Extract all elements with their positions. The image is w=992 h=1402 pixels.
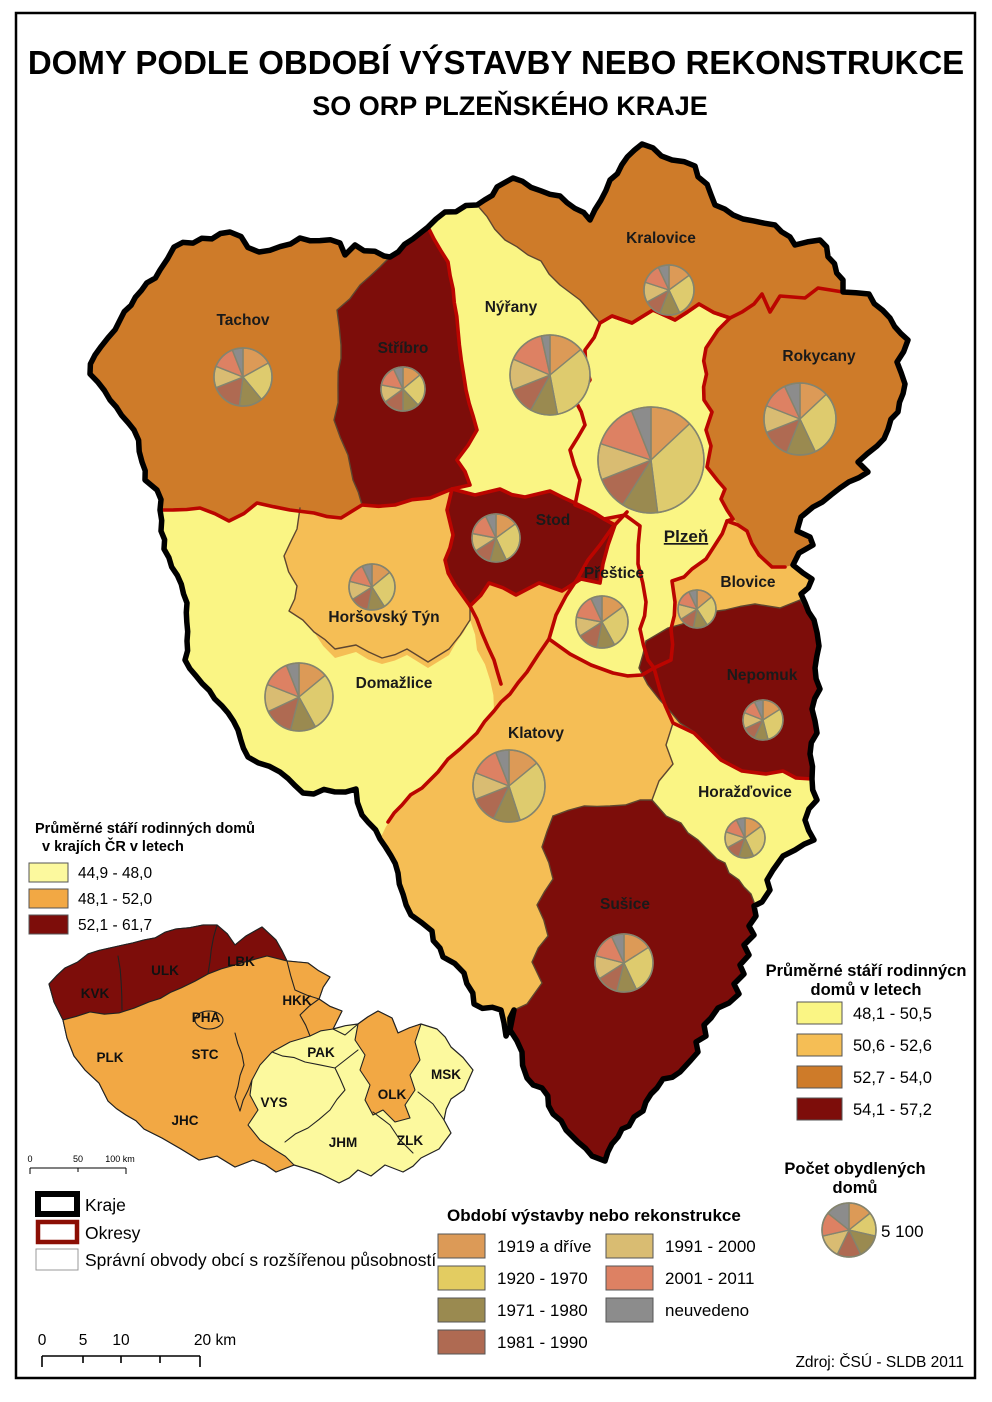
- svg-text:1971 - 1980: 1971 - 1980: [497, 1301, 588, 1320]
- svg-text:1981 - 1990: 1981 - 1990: [497, 1333, 588, 1352]
- svg-text:PLK: PLK: [97, 1050, 124, 1065]
- svg-text:10: 10: [112, 1332, 130, 1349]
- svg-text:50,6 - 52,6: 50,6 - 52,6: [853, 1037, 932, 1055]
- svg-text:Okresy: Okresy: [85, 1223, 141, 1243]
- svg-text:Kralovice: Kralovice: [626, 230, 696, 247]
- svg-text:Období výstavby nebo rekonstru: Období výstavby nebo rekonstrukce: [447, 1206, 741, 1225]
- svg-text:Sušice: Sušice: [600, 896, 650, 913]
- svg-text:Blovice: Blovice: [720, 574, 776, 591]
- svg-text:Horažďovice: Horažďovice: [698, 784, 792, 801]
- svg-text:LBK: LBK: [227, 954, 255, 969]
- svg-text:0: 0: [38, 1332, 47, 1349]
- svg-text:JHC: JHC: [171, 1113, 198, 1128]
- svg-text:VYS: VYS: [260, 1095, 287, 1110]
- svg-text:Stod: Stod: [536, 512, 570, 529]
- svg-text:Stříbro: Stříbro: [378, 340, 429, 357]
- svg-text:OLK: OLK: [378, 1087, 407, 1102]
- svg-text:1991 - 2000: 1991 - 2000: [665, 1237, 756, 1256]
- svg-text:HKK: HKK: [282, 993, 311, 1008]
- svg-text:Plzeň: Plzeň: [664, 527, 708, 546]
- svg-text:50: 50: [73, 1154, 83, 1164]
- svg-text:Rokycany: Rokycany: [782, 348, 856, 365]
- svg-text:52,7 - 54,0: 52,7 - 54,0: [853, 1069, 932, 1087]
- svg-text:Horšovský Týn: Horšovský Týn: [328, 609, 439, 626]
- svg-text:Průměrné stáří rodinných domů: Průměrné stáří rodinných domů: [35, 821, 255, 837]
- svg-text:Správní obvody obcí s rozšířen: Správní obvody obcí s rozšířenou působno…: [85, 1250, 436, 1270]
- svg-text:ZLK: ZLK: [397, 1133, 423, 1148]
- svg-text:2001 - 2011: 2001 - 2011: [665, 1269, 754, 1288]
- svg-text:Tachov: Tachov: [216, 312, 269, 329]
- svg-text:Nepomuk: Nepomuk: [727, 667, 798, 684]
- svg-text:Zdroj: ČSÚ - SLDB 2011: Zdroj: ČSÚ - SLDB 2011: [795, 1354, 964, 1371]
- svg-text:1919 a dříve: 1919 a dříve: [497, 1237, 592, 1256]
- svg-text:48,1 - 52,0: 48,1 - 52,0: [78, 891, 152, 908]
- svg-text:54,1 - 57,2: 54,1 - 57,2: [853, 1101, 932, 1119]
- svg-text:Přeštice: Přeštice: [584, 565, 645, 582]
- svg-text:MSK: MSK: [431, 1067, 461, 1082]
- svg-text:DOMY PODLE OBDOBÍ VÝSTAVBY NEB: DOMY PODLE OBDOBÍ VÝSTAVBY NEBO REKONSTR…: [28, 44, 964, 81]
- svg-text:SO ORP PLZEŇSKÉHO KRAJE: SO ORP PLZEŇSKÉHO KRAJE: [312, 90, 708, 121]
- svg-text:5: 5: [79, 1332, 88, 1349]
- svg-text:20 km: 20 km: [194, 1332, 236, 1349]
- svg-text:Počet obydlených: Počet obydlených: [784, 1160, 925, 1178]
- svg-text:48,1 - 50,5: 48,1 - 50,5: [853, 1005, 932, 1023]
- svg-text:KVK: KVK: [81, 986, 110, 1001]
- svg-text:Nýřany: Nýřany: [485, 299, 538, 316]
- svg-text:PHA: PHA: [192, 1010, 221, 1025]
- svg-text:Kraje: Kraje: [85, 1195, 126, 1215]
- svg-text:Průměrné stáří rodinnýcn: Průměrné stáří rodinnýcn: [766, 962, 967, 980]
- svg-text:domů v letech: domů v letech: [811, 981, 922, 999]
- svg-text:100 km: 100 km: [105, 1154, 135, 1164]
- svg-text:STC: STC: [192, 1047, 219, 1062]
- svg-text:52,1 - 61,7: 52,1 - 61,7: [78, 917, 152, 934]
- svg-text:44,9 - 48,0: 44,9 - 48,0: [78, 865, 152, 882]
- svg-text:Domažlice: Domažlice: [356, 675, 433, 692]
- svg-text:domů: domů: [833, 1179, 878, 1197]
- svg-text:5 100: 5 100: [881, 1222, 924, 1241]
- svg-text:1920 - 1970: 1920 - 1970: [497, 1269, 588, 1288]
- svg-text:0: 0: [27, 1154, 32, 1164]
- svg-text:v krajích ČR v letech: v krajích ČR v letech: [42, 837, 184, 855]
- svg-text:PAK: PAK: [307, 1045, 335, 1060]
- svg-text:Klatovy: Klatovy: [508, 725, 564, 742]
- svg-text:neuvedeno: neuvedeno: [665, 1301, 749, 1320]
- svg-text:ULK: ULK: [151, 963, 179, 978]
- svg-text:JHM: JHM: [329, 1135, 358, 1150]
